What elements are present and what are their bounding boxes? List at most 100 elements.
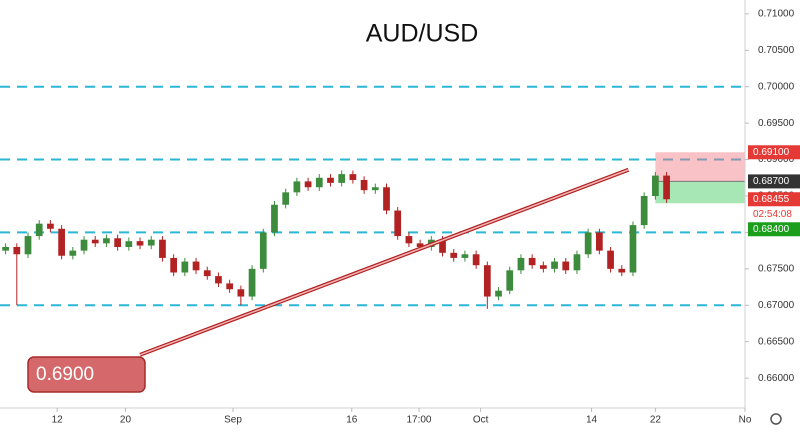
y-tick-label: 0.69500 [758, 118, 795, 129]
x-tick-label: 12 [52, 415, 64, 426]
y-tick-label: 0.66000 [758, 373, 795, 384]
candle-body [237, 289, 245, 297]
y-tick-label: 0.71000 [758, 8, 795, 19]
candle-body [640, 195, 648, 226]
candle-body [2, 246, 9, 251]
candle-body [472, 254, 480, 266]
candle-body [159, 239, 166, 258]
entry-tag-text: 0.68700 [753, 176, 790, 187]
candle-body [439, 239, 446, 253]
candle-body [13, 246, 21, 255]
candle-body [528, 257, 536, 266]
annotation: 0.6900 [27, 356, 146, 393]
target-tag-bg [748, 222, 800, 237]
candle-body [282, 192, 290, 205]
target-tag-text: 0.68400 [753, 224, 790, 235]
candle-body [607, 250, 614, 269]
candle-body [517, 257, 525, 271]
candle-body [226, 283, 234, 290]
candle-body [562, 261, 570, 271]
last-price-tag-bg [748, 192, 800, 207]
candle-body [394, 210, 402, 237]
candle-body [24, 236, 32, 255]
annotation-text: 0.6900 [36, 364, 94, 385]
trend-line-inner [139, 169, 629, 356]
candle-body [663, 175, 670, 200]
candle-body [315, 177, 323, 188]
candle-body [114, 238, 121, 247]
candle-body [383, 187, 390, 211]
candle-body [203, 270, 211, 277]
candle-body [69, 250, 77, 256]
stop-tag: 0.69100 [748, 145, 800, 160]
candle-body [80, 239, 88, 251]
candle-body [304, 181, 312, 188]
settings-icon[interactable] [770, 413, 782, 425]
x-tick-label: Oct [473, 415, 489, 426]
y-tick-label: 0.67000 [758, 300, 795, 311]
candle-body [573, 254, 581, 271]
candle-body [596, 232, 603, 251]
candle-body [652, 175, 659, 196]
countdown-tag: 02:54:08 [748, 207, 800, 222]
y-tick-label: 0.69000 [758, 154, 795, 165]
candle-body [371, 187, 379, 191]
candle-body [618, 268, 626, 273]
gear[interactable] [770, 413, 782, 425]
candle-body [495, 290, 502, 297]
x-tick-label: 17:00 [406, 415, 431, 426]
candle-body [551, 261, 558, 269]
stop-tag-text: 0.69100 [753, 147, 790, 158]
candle-body [125, 241, 133, 247]
candle-body [461, 254, 469, 258]
stop-zone [655, 152, 745, 182]
candle-body [338, 174, 346, 183]
candle-body [293, 181, 301, 193]
last-price-tag-text: 0.68455 [753, 194, 790, 205]
stop-tag-bg [748, 145, 800, 160]
candle-body [271, 204, 278, 233]
candle-body [91, 239, 99, 244]
candle-body [147, 239, 155, 246]
candle-body [360, 179, 368, 191]
candle-body [506, 270, 514, 291]
x-tick-label: 20 [120, 415, 132, 426]
candle-body [629, 225, 637, 273]
chart-title: AUD/USD [366, 20, 479, 48]
y-tick-label: 0.66500 [758, 336, 795, 347]
candle-body [327, 177, 334, 183]
candle-body [35, 223, 43, 237]
annotation-box [27, 356, 146, 393]
countdown-tag-text: 02:54:08 [753, 209, 792, 220]
candle-body [58, 228, 65, 256]
x-tick-label: 14 [586, 415, 598, 426]
y-tick-label: 0.70000 [758, 81, 795, 92]
candle-body [539, 265, 547, 269]
plot-area [0, 85, 745, 357]
candle-body [47, 223, 54, 229]
x-tick-label: Sep [224, 415, 242, 426]
candle-body [136, 241, 144, 246]
candle-body [248, 268, 256, 297]
x-tick-label: 22 [650, 415, 662, 426]
candle-body [584, 232, 592, 255]
candle-body [181, 261, 189, 273]
candle-body [405, 236, 413, 244]
y-tick-label: 0.67500 [758, 263, 795, 274]
entry-tag-bg [748, 174, 800, 189]
candle-body [170, 257, 178, 273]
candle-body [259, 232, 267, 269]
target-tag: 0.68400 [748, 222, 800, 237]
x-tick-label: No [739, 415, 752, 426]
x-tick-label: 16 [346, 415, 358, 426]
candle-body [192, 261, 200, 271]
candle-body [103, 238, 110, 244]
countdown-tag-bg [748, 207, 800, 222]
entry-tag: 0.68700 [748, 174, 800, 189]
candle-body [483, 265, 491, 297]
last-price-tag: 0.68455 [748, 192, 800, 207]
target-zone [655, 181, 745, 204]
candle-body [215, 276, 222, 284]
candle-body [349, 174, 357, 180]
